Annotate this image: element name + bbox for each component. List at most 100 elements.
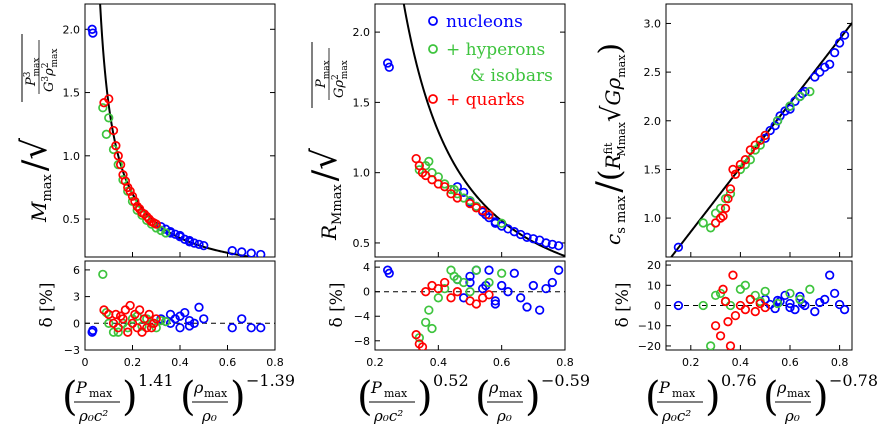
radius-ytick-label: 1.0 [353,167,371,180]
radius-resid-point-hyperons-isobars [465,287,475,297]
radius-point-nucleons [522,232,532,242]
radius-point-quarks [452,193,462,203]
mass-resid-point-quarks [151,314,161,324]
mass-point-quarks [130,196,140,206]
mass-point-nucleons [170,229,180,239]
panel-radius: 0.5 1.0 1.5 2.0 0.2 0.4 0.6 0.8 −8 −4 0 4 nucleons… [353,3,574,369]
mass-xl-exp2: −1.39 [246,371,295,390]
sound-speed-point-nucleons [775,111,785,121]
sound-speed-point-hyperons-isobars [805,86,815,97]
sound-speed-resid-point-hyperons-isobars [705,341,716,350]
radius-resid-point-nucleons [535,305,545,315]
sound-speed-point-nucleons [765,125,775,136]
mass-xtick-label: 0.8 [266,356,284,369]
sound-speed-rtick-label: −20 [638,340,661,353]
panel-sound-speed-main-frame [665,3,853,258]
sound-speed-resid-point-quarks [710,321,721,331]
mass-xtick-label: 0.4 [171,356,189,369]
mass-xl-rho-sub: max [204,387,228,400]
sound-speed-point-hyperons-isobars [715,203,726,213]
radius-resid-point-hyperons-isobars [440,283,450,294]
mass-point-nucleons [156,221,166,232]
sound-speed-point-nucleons [780,106,790,116]
sound-speed-xtick-label: 0.8 [831,356,849,369]
radius-resid-point-quarks [452,287,462,297]
ylabel-mass-num: P [24,77,39,87]
mass-resid-point-quarks [144,309,154,320]
panel-radius-main-frame [374,3,566,258]
radius-resid-point-nucleons [484,265,494,275]
mass-resid-point-nucleons [175,311,185,321]
sound-speed-resid-point-nucleons [790,304,800,315]
sound-speed-point-hyperons-isobars [755,140,765,150]
radius-resid-point-hyperons-isobars [433,293,443,303]
sound-speed-resid-point-nucleons [780,290,790,301]
sound-speed-resid-point-hyperons-isobars [735,284,746,294]
radius-resid-point-hyperons-isobars [497,268,507,278]
mass-resid-point-nucleons [246,323,256,333]
sound-speed-xl-rho0c2: ρ₀c² [661,407,691,425]
mass-rtick-label: 0 [73,317,80,330]
sound-speed-resid-point-nucleons [820,294,830,305]
legend-label-hyperons: + hyperons [446,40,545,60]
sound-speed-point-nucleons [825,59,835,69]
sound-speed-point-hyperons-isobars [698,218,708,228]
ylabel-sound-speed: cs max/(RfitMmax√Gρmax) [589,43,629,245]
sound-speed-resid-point-quarks [725,341,736,350]
sound-speed-point-quarks [760,130,770,141]
radius-point-quarks [478,205,488,216]
radius-point-nucleons [490,217,500,227]
sound-speed-point-hyperons-isobars [745,155,755,165]
sound-speed-xl-paren-r2: ) [813,374,829,420]
radius-xtick-label: 0.4 [430,356,448,369]
resid-label-mass: δ [%] [37,282,57,327]
mass-ytick-label: 1.0 [63,150,81,163]
mass-rtick-label: 3 [73,291,80,304]
sound-speed-point-nucleons [829,48,840,58]
mass-point-nucleons [237,247,247,257]
panel-radius-resid-plot: 0.2 0.4 0.6 0.8 −8 −4 0 4 [354,261,574,369]
sound-speed-rtick-label: 20 [647,259,661,272]
sound-speed-point-nucleons [673,242,684,252]
radius-xl-exp2: −0.59 [541,371,590,390]
sound-speed-xl-P: P [658,378,670,397]
sound-speed-point-quarks [710,218,721,228]
ylabel-cs-sub: s max [614,195,629,234]
sound-speed-resid-point-quarks [760,302,770,313]
radius-resid-point-nucleons [509,268,519,278]
radius-resid-point-hyperons-isobars [421,317,431,328]
mass-point-quarks [127,191,138,201]
radius-resid-point-hyperons-isobars [424,305,434,315]
radius-rtick-label: 0 [363,286,370,299]
sound-speed-xl-paren-l1: ( [645,374,661,420]
radius-resid-point-hyperons-isobars [449,271,459,281]
mass-ytick-label: 1.5 [63,87,81,100]
mass-resid-point-hyperons-isobars [98,269,108,280]
sound-speed-resid-point-nucleons [785,298,795,309]
sound-speed-point-hyperons-isobars [750,145,760,155]
ylabel-mass-num-sub: max [32,58,42,77]
ylabel-cs: c [601,234,625,245]
mass-resid-point-nucleons [227,323,237,333]
legend-label-nucleons: nucleons [446,12,523,32]
ylabel-radius: RMmax/√ Pmax Gρ2max [305,42,350,241]
sound-speed-xtick-label: 0.6 [781,356,799,369]
mass-point-hyperons-isobars [156,225,166,236]
sound-speed-xl-paren-r1: ) [705,374,721,420]
mass-xtick-label: 0.6 [219,356,237,369]
ylabel-mass-den2-sub: max [50,49,60,68]
radius-xtick-label: 0.2 [366,356,384,369]
mass-xl-paren-r1: ) [122,374,138,420]
radius-point-nucleons [384,62,394,72]
radius-point-quarks [446,189,456,199]
sound-speed-xtick-label: 0.4 [732,356,750,369]
radius-xtick-label: 0.6 [493,356,511,369]
radius-rtick-label: 4 [363,261,370,274]
sound-speed-resid-point-quarks [728,270,738,280]
radius-resid-point-quarks [417,342,428,350]
sound-speed-ytick-label: 3.0 [644,17,662,30]
radius-resid-point-nucleons [541,283,551,294]
sound-speed-resid-point-hyperons-isobars [795,294,805,305]
sound-speed-resid-point-nucleons [772,295,783,306]
